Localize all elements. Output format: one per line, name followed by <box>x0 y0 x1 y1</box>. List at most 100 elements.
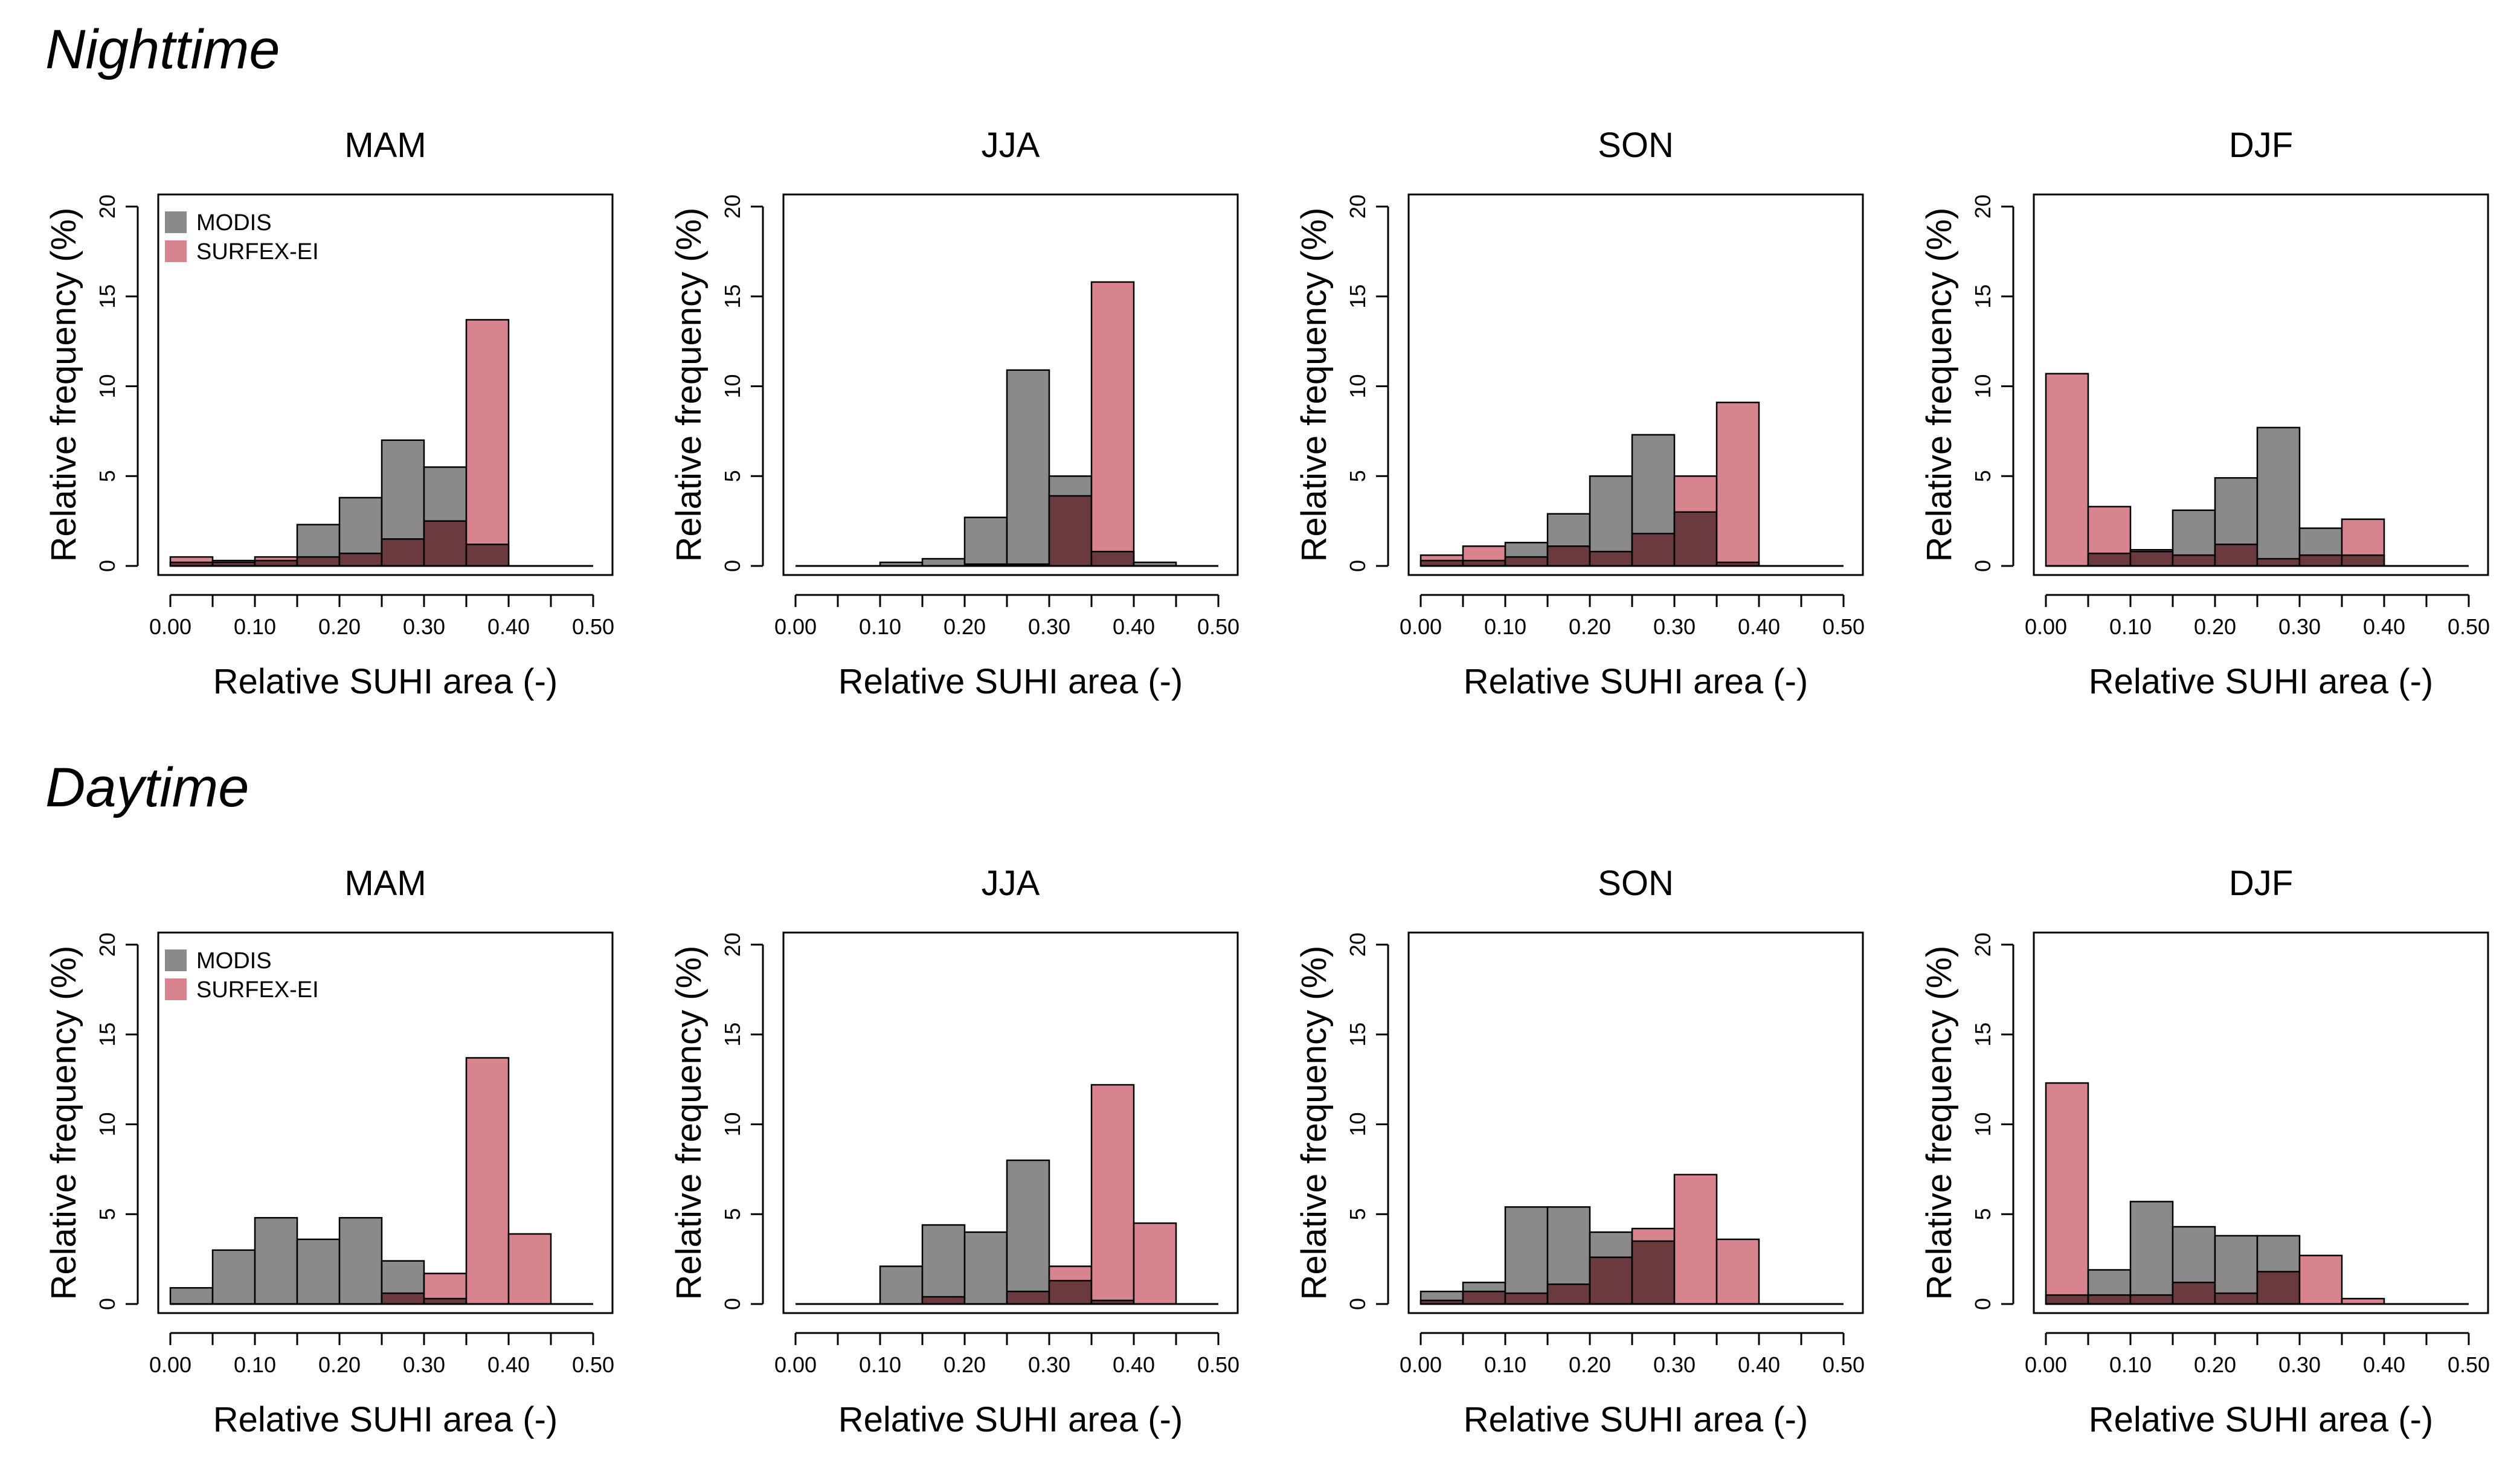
bar-overlap-5 <box>381 538 425 567</box>
bar-overlap-2 <box>1504 1292 1549 1305</box>
bar-surfex-0 <box>2045 373 2089 567</box>
bar-overlap-3 <box>2172 1282 2216 1305</box>
chart-title: DJF <box>2229 126 2293 165</box>
x-tick-label: 0.20 <box>318 614 361 639</box>
y-tick-label: 20 <box>1345 933 1370 957</box>
plot-frame <box>2033 193 2489 576</box>
bar-overlap-4 <box>1589 550 1633 567</box>
bar-overlap-5 <box>1006 1290 1050 1305</box>
chart-title: DJF <box>2229 864 2293 903</box>
bar-overlap-4 <box>2214 1292 2259 1305</box>
y-tick-label: 10 <box>1345 374 1370 398</box>
plot-frame <box>1407 193 1864 576</box>
chart-title: MAM <box>344 864 426 903</box>
chart-title: SON <box>1598 864 1674 903</box>
x-tick-label: 0.10 <box>1484 1352 1526 1377</box>
bar-overlap-3 <box>296 556 341 567</box>
bar-overlap-3 <box>921 1296 966 1305</box>
y-tick-label: 5 <box>1970 1208 1995 1220</box>
y-axis-label: Relative frequency (%) <box>1294 208 1334 562</box>
bar-overlap-7 <box>465 544 510 567</box>
y-tick-label: 20 <box>95 933 120 957</box>
y-tick-label: 5 <box>1345 1208 1370 1220</box>
y-tick-label: 0 <box>95 1298 120 1310</box>
x-tick-label: 0.00 <box>149 1352 191 1377</box>
bar-overlap-1 <box>2087 552 2132 567</box>
bar-overlap-6 <box>2298 554 2343 567</box>
chart-panel-day-jja: JJA 0 5 10 15 20 0.00 0.10 0.20 0.30 0.40 0.50 Relat… <box>625 817 1247 1484</box>
x-tick-label: 0.40 <box>2363 1352 2405 1377</box>
y-tick-label: 15 <box>720 284 745 309</box>
x-tick-label: 0.10 <box>234 1352 276 1377</box>
x-tick-label: 0.30 <box>403 1352 445 1377</box>
plot-frame <box>2033 931 2489 1314</box>
x-tick-label: 0.10 <box>2109 614 2152 639</box>
y-tick-label: 0 <box>1345 560 1370 572</box>
y-tick-label: 0 <box>95 560 120 572</box>
section-title-nighttime: Nighttime <box>45 19 280 80</box>
y-tick-label: 15 <box>1345 1023 1370 1047</box>
y-axis-label: Relative frequency (%) <box>669 946 709 1300</box>
chart-svg-night-mam: MAM 0 5 10 15 20 0.00 0.10 0.20 0.30 0.40 0.50 Relat… <box>44 126 614 701</box>
y-tick-label: 10 <box>720 1112 745 1136</box>
plot-frame <box>1407 931 1864 1314</box>
chart-svg-day-jja: JJA 0 5 10 15 20 0.00 0.10 0.20 0.30 0.40 0.50 Relat… <box>669 864 1239 1439</box>
chart-title: JJA <box>982 126 1040 165</box>
y-tick-label: 20 <box>1970 194 1995 219</box>
legend-swatch-modis <box>165 949 187 971</box>
bar-surfex-7 <box>465 319 510 567</box>
y-tick-label: 15 <box>1970 284 1995 309</box>
chart-title: MAM <box>344 126 426 165</box>
y-axis-label: Relative frequency (%) <box>669 208 709 562</box>
bar-overlap-6 <box>1048 495 1093 567</box>
bar-surfex-7 <box>1715 402 1760 567</box>
bar-overlap-3 <box>1546 545 1591 567</box>
bar-modis-4 <box>963 1231 1008 1305</box>
y-tick-label: 15 <box>95 1023 120 1047</box>
bar-overlap-4 <box>1589 1256 1633 1305</box>
bar-overlap-6 <box>1673 511 1718 567</box>
bar-overlap-2 <box>2129 1294 2174 1305</box>
x-tick-label: 0.40 <box>487 614 530 639</box>
bar-modis-2 <box>254 1216 298 1305</box>
x-tick-label: 0.50 <box>572 614 614 639</box>
x-tick-label: 0.00 <box>1400 1352 1442 1377</box>
y-tick-label: 5 <box>1345 470 1370 482</box>
x-tick-label: 0.00 <box>774 1352 817 1377</box>
chart-panel-night-mam: MAM 0 5 10 15 20 0.00 0.10 0.20 0.30 0.40 0.50 Relat… <box>0 79 622 746</box>
x-axis-label: Relative SUHI area (-) <box>1464 662 1808 701</box>
bar-overlap-7 <box>1090 550 1135 567</box>
x-axis-label: Relative SUHI area (-) <box>838 1400 1183 1439</box>
y-tick-label: 10 <box>95 1112 120 1136</box>
y-axis-label: Relative frequency (%) <box>1920 208 1959 562</box>
legend-swatch-surfex <box>165 240 187 262</box>
x-tick-label: 0.20 <box>1569 614 1611 639</box>
legend-swatch-modis <box>165 211 187 233</box>
x-tick-label: 0.20 <box>944 1352 986 1377</box>
bar-surfex-7 <box>1715 1238 1760 1305</box>
bar-overlap-5 <box>381 1292 425 1305</box>
y-axis-label: Relative frequency (%) <box>1294 946 1334 1300</box>
y-tick-label: 10 <box>1345 1112 1370 1136</box>
legend-label: MODIS <box>196 948 272 974</box>
legend: MODIS SURFEX-EI <box>165 948 319 1003</box>
x-tick-label: 0.00 <box>2025 1352 2067 1377</box>
bar-modis-4 <box>963 516 1008 567</box>
bar-overlap-5 <box>1631 1240 1676 1305</box>
y-tick-label: 20 <box>1345 194 1370 219</box>
chart-panel-day-djf: DJF 0 5 10 15 20 0.00 0.10 0.20 0.30 0.40 0.50 Relat… <box>1876 817 2498 1484</box>
bar-modis-0 <box>169 1286 214 1305</box>
y-tick-label: 10 <box>720 374 745 398</box>
x-axis-label: Relative SUHI area (-) <box>213 662 558 701</box>
plot-frame <box>157 931 614 1314</box>
x-tick-label: 0.40 <box>2363 614 2405 639</box>
x-tick-label: 0.40 <box>1113 1352 1155 1377</box>
bar-overlap-2 <box>2129 550 2174 567</box>
bar-overlap-2 <box>1504 556 1549 567</box>
y-tick-label: 0 <box>1345 1298 1370 1310</box>
chart-title: JJA <box>982 864 1040 903</box>
y-tick-label: 10 <box>95 374 120 398</box>
x-tick-label: 0.40 <box>1738 614 1780 639</box>
y-axis-label: Relative frequency (%) <box>44 946 83 1300</box>
bar-overlap-4 <box>2214 544 2259 567</box>
